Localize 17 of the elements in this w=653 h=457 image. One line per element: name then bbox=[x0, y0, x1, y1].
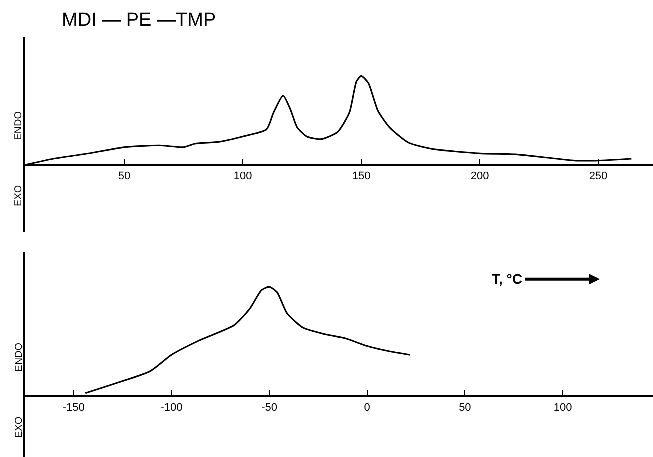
x-tick-label: -150 bbox=[62, 402, 85, 414]
chart-title: MDI — PE —TMP bbox=[62, 10, 216, 31]
x-tick-label: 100 bbox=[234, 170, 252, 182]
x-tick-label: 200 bbox=[470, 170, 490, 182]
annotation: ENDO bbox=[14, 342, 26, 372]
x-tick-label: 50 bbox=[118, 170, 131, 182]
x-tick-label: 0 bbox=[364, 402, 370, 414]
x-tick-label: 150 bbox=[352, 170, 371, 182]
text: T, °C bbox=[492, 271, 522, 287]
x-tick-label: -100 bbox=[160, 402, 183, 414]
x-tick-label: 50 bbox=[459, 402, 472, 414]
text: EXO bbox=[14, 416, 26, 438]
x-tick-label: 250 bbox=[589, 170, 608, 182]
x-tick-label: -50 bbox=[262, 402, 278, 414]
text: EXO bbox=[14, 185, 24, 206]
x-tick-label: 100 bbox=[554, 402, 572, 414]
text: ENDO bbox=[14, 111, 25, 140]
